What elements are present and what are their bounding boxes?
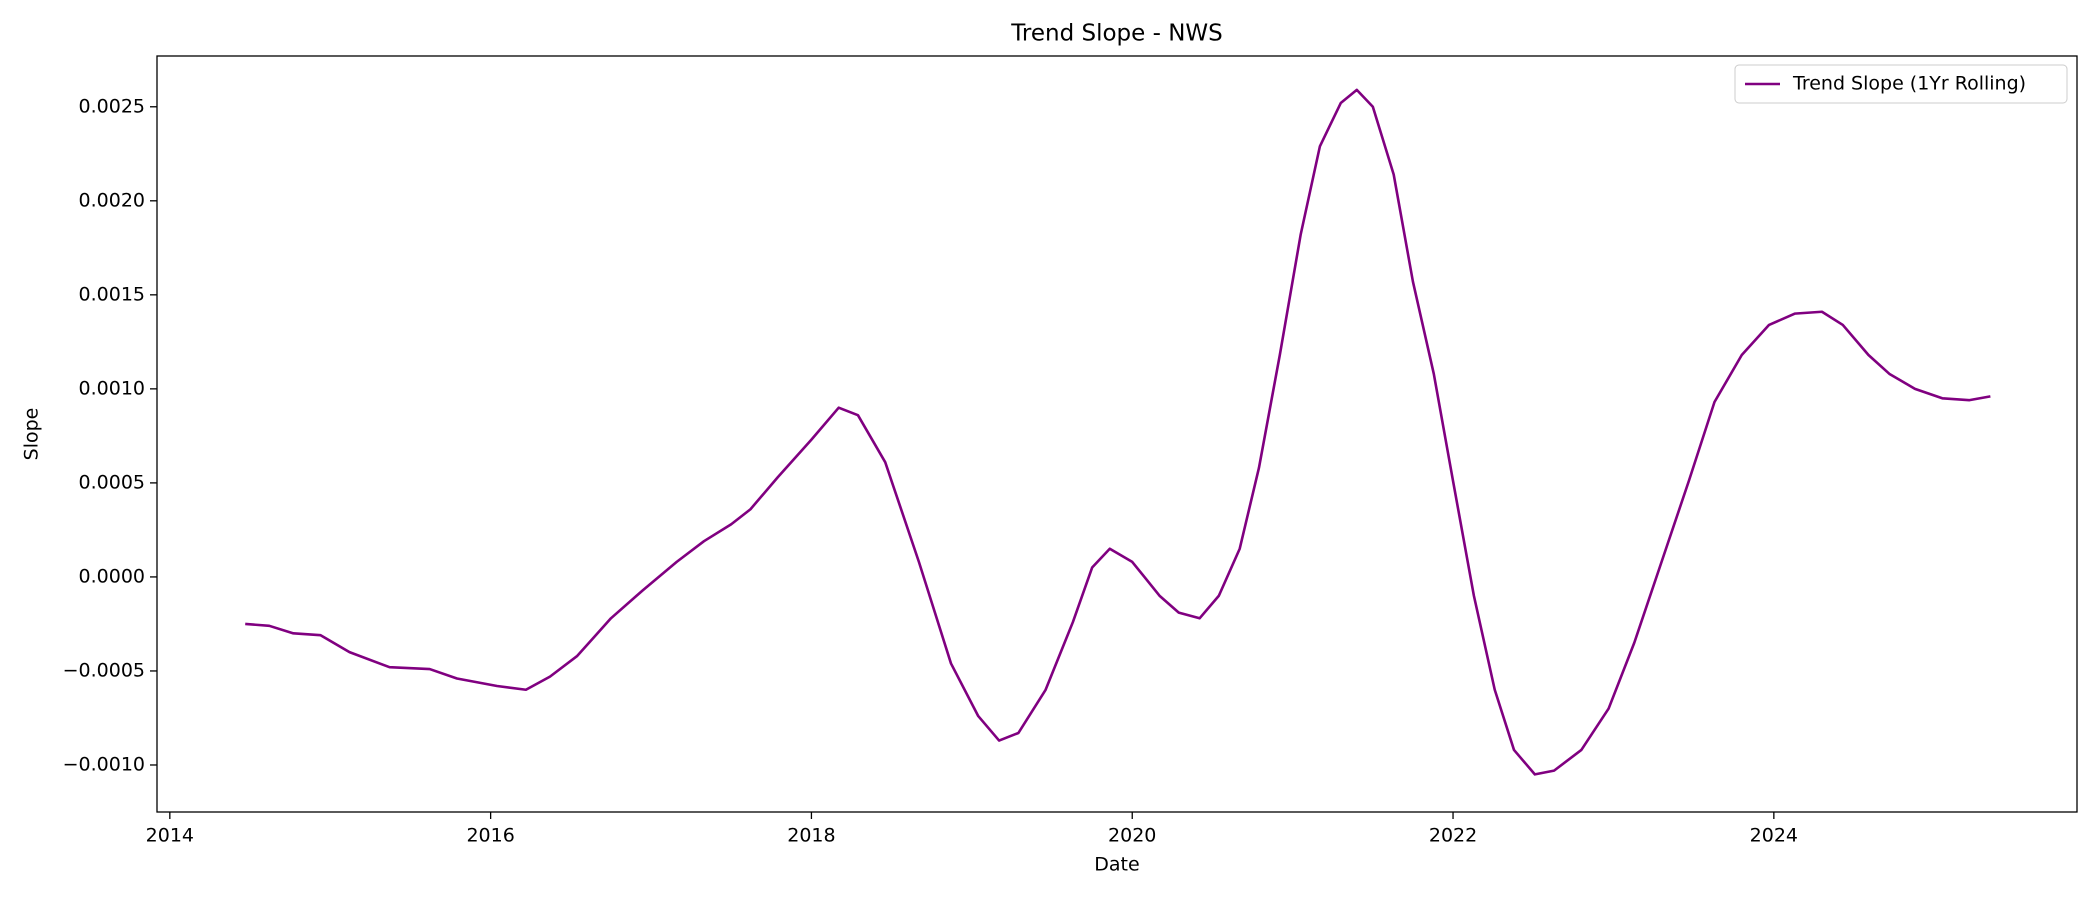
y-tick-label: 0.0015	[79, 283, 145, 305]
y-tick-label: 0.0020	[79, 189, 145, 211]
y-tick-label: −0.0005	[63, 659, 145, 681]
y-tick-label: 0.0025	[79, 95, 145, 117]
y-axis-label: Slope	[21, 408, 43, 461]
x-axis-label: Date	[1094, 854, 1139, 876]
y-tick-label: 0.0000	[79, 565, 145, 587]
y-tick-label: 0.0005	[79, 471, 145, 493]
chart-title: Trend Slope - NWS	[1010, 21, 1223, 47]
legend-box	[1734, 64, 2068, 104]
x-tick-label: 2014	[146, 825, 194, 847]
y-tick-label: −0.0010	[63, 753, 145, 775]
y-tick-label: 0.0010	[79, 377, 145, 399]
x-tick-label: 2022	[1429, 825, 1477, 847]
x-tick-label: 2024	[1750, 825, 1798, 847]
plot-frame	[156, 55, 2078, 813]
x-tick-label: 2016	[466, 825, 514, 847]
data-line	[245, 88, 1991, 776]
x-tick-label: 2020	[1108, 825, 1156, 847]
x-tick-label: 2018	[787, 825, 835, 847]
legend-label: Trend Slope (1Yr Rolling)	[1792, 73, 2026, 95]
